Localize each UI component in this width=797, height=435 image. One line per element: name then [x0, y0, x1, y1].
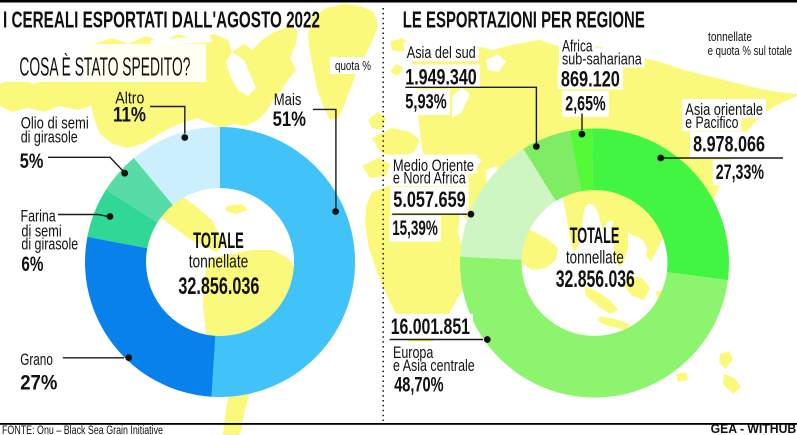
- svg-text:LE ESPORTAZIONI PER REGIONE: LE ESPORTAZIONI PER REGIONE: [403, 7, 645, 33]
- svg-text:869.120: 869.120: [561, 66, 620, 91]
- svg-text:tonnellate: tonnellate: [189, 252, 249, 272]
- svg-text:8.978.066: 8.978.066: [693, 132, 765, 157]
- svg-text:11%: 11%: [113, 102, 146, 126]
- svg-text:6%: 6%: [21, 252, 43, 276]
- svg-text:2,65%: 2,65%: [565, 92, 606, 115]
- svg-text:di girasole: di girasole: [21, 235, 78, 254]
- svg-text:32.856.036: 32.856.036: [556, 266, 635, 293]
- svg-text:Asia orientale: Asia orientale: [685, 100, 763, 119]
- svg-text:27,33%: 27,33%: [716, 161, 764, 184]
- svg-text:5.057.659: 5.057.659: [393, 187, 465, 212]
- svg-text:27%: 27%: [20, 371, 57, 395]
- svg-text:16.001.851: 16.001.851: [391, 314, 470, 339]
- svg-text:Grano: Grano: [20, 350, 53, 369]
- svg-text:COSA È STATO SPEDITO?: COSA È STATO SPEDITO?: [19, 52, 190, 82]
- svg-text:e Asia centrale: e Asia centrale: [393, 356, 475, 375]
- svg-text:Mais: Mais: [274, 90, 302, 109]
- svg-text:I CEREALI ESPORTATI DALL'AGOST: I CEREALI ESPORTATI DALL'AGOSTO 2022: [3, 7, 320, 33]
- svg-text:Africa: Africa: [562, 36, 593, 55]
- svg-text:51%: 51%: [273, 107, 306, 131]
- svg-text:15,39%: 15,39%: [392, 217, 438, 240]
- svg-text:e Nord Africa: e Nord Africa: [393, 168, 466, 187]
- svg-text:Asia del sud: Asia del sud: [407, 43, 476, 62]
- svg-text:e Pacifico: e Pacifico: [685, 113, 738, 132]
- svg-text:e quota % sul totale: e quota % sul totale: [708, 43, 793, 58]
- svg-text:GEA - WITHUB: GEA - WITHUB: [711, 422, 797, 435]
- svg-text:Farina: Farina: [21, 207, 56, 226]
- svg-text:tonnellate: tonnellate: [708, 29, 752, 44]
- svg-text:FONTE: Onu – Black Sea Grain I: FONTE: Onu – Black Sea Grain Initiative: [2, 425, 163, 435]
- svg-text:TOTALE: TOTALE: [570, 223, 620, 248]
- svg-text:quota %: quota %: [335, 59, 371, 73]
- svg-text:sub-sahariana: sub-sahariana: [562, 50, 642, 69]
- svg-text:Altro: Altro: [115, 88, 144, 107]
- svg-text:5,93%: 5,93%: [405, 91, 447, 114]
- svg-text:tonnellate: tonnellate: [566, 248, 624, 268]
- svg-text:di girasole: di girasole: [21, 127, 78, 146]
- svg-text:di semi: di semi: [21, 222, 61, 241]
- svg-text:Olio di semi: Olio di semi: [21, 114, 89, 133]
- svg-text:Europa: Europa: [393, 343, 434, 362]
- svg-text:32.856.036: 32.856.036: [178, 273, 259, 300]
- svg-text:5%: 5%: [20, 149, 44, 173]
- svg-text:Medio Oriente: Medio Oriente: [393, 156, 474, 175]
- svg-text:1.949.340: 1.949.340: [405, 65, 476, 90]
- svg-text:TOTALE: TOTALE: [193, 228, 244, 253]
- svg-text:48,70%: 48,70%: [394, 374, 444, 397]
